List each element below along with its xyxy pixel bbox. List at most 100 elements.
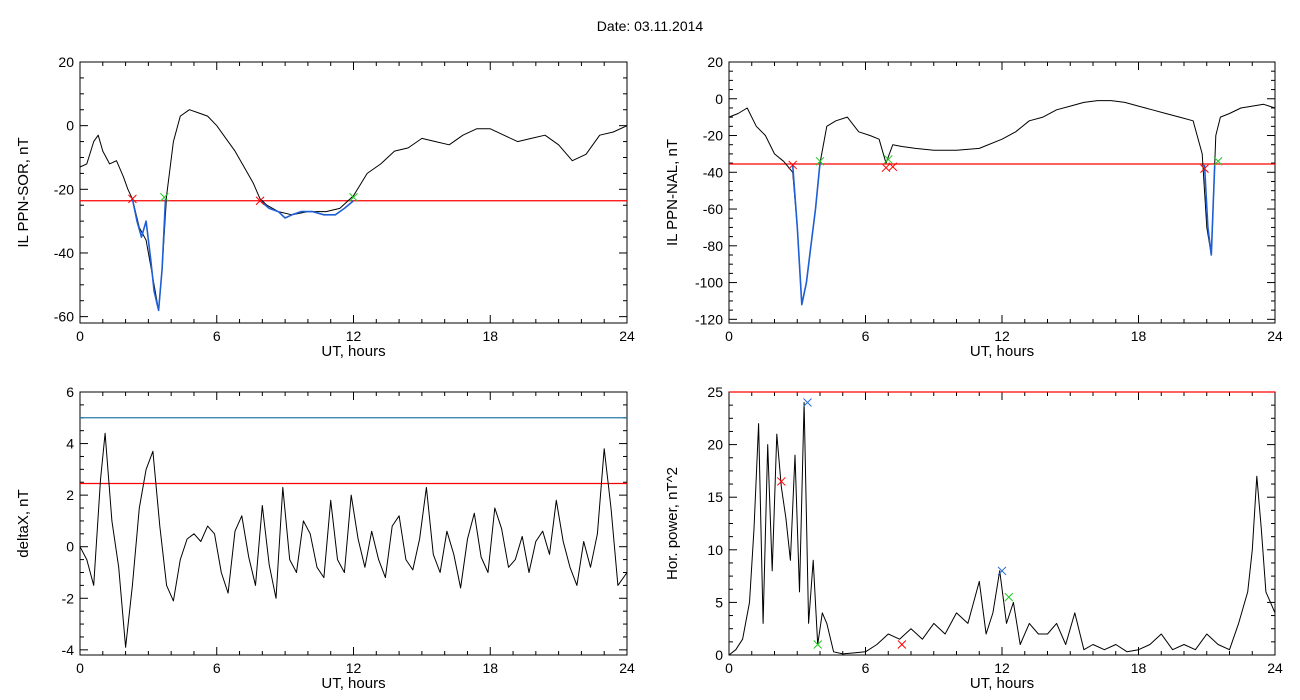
x-tick-label: 0 [725,328,733,344]
marker-stroke [776,477,786,486]
marker-x [883,155,893,164]
marker-stroke [881,163,891,173]
y-tick-label: -20 [54,181,74,197]
x-axis-label: UT, hours [321,343,385,360]
marker-x [1213,156,1223,166]
marker-x [803,398,812,407]
plot-frame [728,391,1276,656]
highlight-segment [131,198,167,312]
y-tick-label: -40 [703,164,723,180]
y-tick-label: 20 [707,437,723,453]
y-tick-label: 20 [58,54,74,70]
x-tick-label: 12 [994,660,1010,676]
chart-panel-1: 0 6 12 18 24 20 0 -20 -40 -60 UT, hours IL PPN-SOR,… [15,54,635,360]
marker-stroke [883,155,893,164]
y-tick-label: 4 [66,436,74,452]
marker-stroke [159,192,169,202]
y-axis-label: deltaX, nT [15,489,32,557]
marker-x [1004,592,1014,602]
date-header: Date: 03.11.2014 [596,18,704,34]
x-tick-label: 12 [994,328,1010,344]
highlight-segment [1203,164,1216,256]
y-tick-label: 0 [715,91,723,107]
chart-panel-4: 0 6 12 18 24 25 20 15 10 5 0 UT, hours Hor. power, n… [664,384,1283,692]
y-tick-label: -60 [54,309,74,325]
chart-panel-3: 0 6 12 18 24 6 4 2 0 -2 -4 UT, hours deltaX, nT [15,384,635,692]
plot-frame [79,391,628,656]
y-axis-label: IL PPN-NAL, nT [664,139,681,246]
marker-x [128,194,137,204]
y-axis-label: Hor. power, nT^2 [664,467,681,580]
series-line [728,402,1276,656]
x-tick-label: 18 [482,660,498,676]
marker-x [813,640,823,649]
marker-stroke [815,156,825,166]
x-tick-label: 6 [213,660,221,676]
y-tick-label: -100 [695,275,723,291]
y-tick-label: 0 [66,118,74,134]
y-tick-label: 5 [715,594,723,610]
marker-x [997,566,1007,576]
plot-frame [79,61,628,324]
y-tick-label: 10 [707,542,723,558]
marker-stroke [349,192,358,202]
y-axis-label: IL PPN-SOR, nT [15,137,32,247]
x-axis-label: UT, hours [321,675,385,692]
marker-x [888,162,898,172]
y-tick-label: 6 [66,384,74,400]
marker-x [349,192,358,202]
y-tick-label: -80 [703,238,723,254]
marker-stroke [813,640,823,649]
x-tick-label: 0 [76,660,84,676]
y-tick-label: 15 [707,489,723,505]
x-tick-label: 12 [346,328,362,344]
x-tick-label: 18 [1131,660,1147,676]
marker-x [897,640,907,649]
chart-panel-2: 0 6 12 18 24 20 0 -20 -40 -60 -80 -100 -120 UT, hours… [664,54,1283,360]
y-tick-label: 20 [707,54,723,70]
marker-stroke [128,194,137,204]
series-line [728,100,1276,306]
x-tick-label: 24 [619,328,635,344]
y-tick-label: -120 [695,311,723,327]
y-tick-label: 2 [66,487,74,503]
x-tick-label: 24 [619,660,635,676]
marker-x [255,196,265,206]
y-tick-label: 0 [66,539,74,555]
y-tick-label: -60 [703,201,723,217]
marker-stroke [803,398,812,407]
marker-stroke [888,162,898,172]
x-tick-label: 12 [346,660,362,676]
marker-stroke [1004,592,1014,602]
y-tick-label: 0 [715,647,723,663]
y-tick-label: -20 [703,128,723,144]
marker-x [159,192,169,202]
x-tick-label: 24 [1267,328,1283,344]
y-tick-label: -2 [62,590,75,606]
x-tick-label: 18 [1131,328,1147,344]
marker-stroke [255,196,265,206]
x-tick-label: 18 [482,328,498,344]
marker-x [815,156,825,166]
marker-stroke [1200,164,1209,173]
marker-x [788,160,798,170]
x-tick-label: 0 [725,660,733,676]
highlight-segment [259,200,355,219]
plot-frame [728,61,1276,324]
marker-stroke [897,640,907,649]
x-tick-label: 6 [862,328,870,344]
marker-stroke [788,160,798,170]
x-tick-label: 6 [213,328,221,344]
x-tick-label: 24 [1267,660,1283,676]
marker-stroke [997,566,1007,576]
marker-stroke [1213,156,1223,166]
y-tick-label: 25 [707,384,723,400]
x-tick-label: 6 [862,660,870,676]
series-line [79,109,628,311]
x-axis-label: UT, hours [970,343,1034,360]
x-tick-label: 0 [76,328,84,344]
series-line [79,432,628,648]
y-tick-label: -4 [62,642,75,658]
marker-x [1200,164,1209,173]
